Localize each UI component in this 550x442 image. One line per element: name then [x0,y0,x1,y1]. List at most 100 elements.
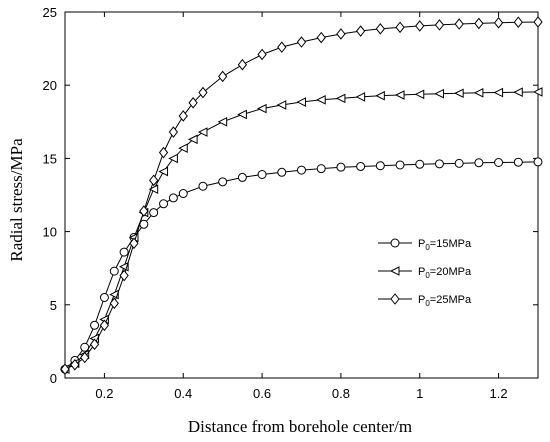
data-point [297,165,306,175]
data-point [336,28,346,40]
legend-label-prefix: P [418,266,425,278]
data-point [158,166,169,177]
data-point [434,19,445,31]
data-point [149,208,159,218]
data-point [473,88,484,98]
data-point [178,110,188,122]
x-tick-label: 1.2 [490,386,508,401]
x-axis-label: Distance from borehole center/m [188,417,412,436]
x-tick-label: 0.8 [332,386,350,401]
x-tick-label: 1 [416,386,423,401]
data-point [316,95,326,105]
x-tick-label: 0.4 [174,386,192,401]
y-axis-label: Radial stress/MPa [7,138,26,262]
data-point [316,31,326,44]
data-point [237,109,247,120]
legend-item: P0=25MPa [378,293,472,308]
data-point [316,164,326,174]
data-point [119,269,129,282]
data-point [533,16,543,28]
data-point [474,158,484,168]
axes: 0.2 0.4 0.6 0.8 1 1.2 0 5 10 15 20 25 [43,5,539,401]
data-point [168,193,178,203]
data-point [257,170,267,180]
data-point [296,36,307,48]
data-point [375,23,385,35]
data-point [434,88,444,99]
data-point [149,174,159,187]
data-point [474,17,484,30]
legend-label: P0=25MPa [418,294,472,308]
data-point [513,157,523,167]
data-point [148,184,159,194]
data-point [277,167,287,177]
data-point [218,70,228,83]
data-point [454,88,464,99]
data-point [375,90,385,101]
legend-label-prefix: P [418,294,425,306]
legend-item: P0=20MPa [378,266,472,280]
data-point [198,86,208,99]
data-point [237,172,247,182]
data-point [494,157,504,167]
data-point [218,177,228,187]
data-point [198,181,208,191]
data-point [493,17,504,29]
series-3 [60,16,543,376]
data-point [109,266,119,276]
data-point [395,160,405,170]
legend-label-suffix: =15MPa [430,238,472,250]
data-point [237,58,248,71]
data-point [296,97,306,107]
data-point [168,126,179,138]
data-point [513,87,523,98]
data-point [217,116,228,127]
data-point [197,127,208,137]
data-point [187,134,198,145]
data-point [89,338,100,351]
data-point [178,189,188,199]
data-point [178,143,188,153]
legend-label-subscript: 0 [425,243,430,252]
data-point [454,158,464,168]
data-point [70,359,80,371]
data-point [60,363,70,376]
data-point [159,199,169,209]
data-point [394,90,405,100]
series-layer [59,16,543,376]
series-2 [59,87,543,375]
x-tick-label: 0.6 [253,386,271,401]
data-point [414,89,425,100]
data-point [277,41,287,53]
legend-marker [390,238,400,248]
data-point [434,159,444,169]
legend-label-subscript: 0 [425,271,430,280]
y-tick-label: 10 [43,225,57,240]
data-point [99,292,109,302]
data-point [90,320,100,330]
plot-frame [64,11,539,379]
data-point [119,247,129,257]
data-point [356,161,366,171]
data-point [109,297,119,310]
data-point [80,351,90,364]
legend-label: P0=15MPa [418,238,472,252]
data-point [532,87,543,97]
data-point [454,18,464,30]
data-point [415,159,425,169]
legend-marker [390,293,400,305]
data-point [375,161,385,171]
y-tick-label: 15 [43,151,57,166]
legend-label: P0=20MPa [418,266,472,280]
x-tick-label: 0.2 [95,386,113,401]
y-tick-label: 25 [43,5,57,20]
data-point [257,48,267,61]
data-point [158,146,169,159]
legend-label-prefix: P [418,238,425,250]
series-line [64,21,539,370]
legend-item: P0=15MPa [378,238,472,252]
data-point [355,92,366,102]
data-point [335,93,346,104]
